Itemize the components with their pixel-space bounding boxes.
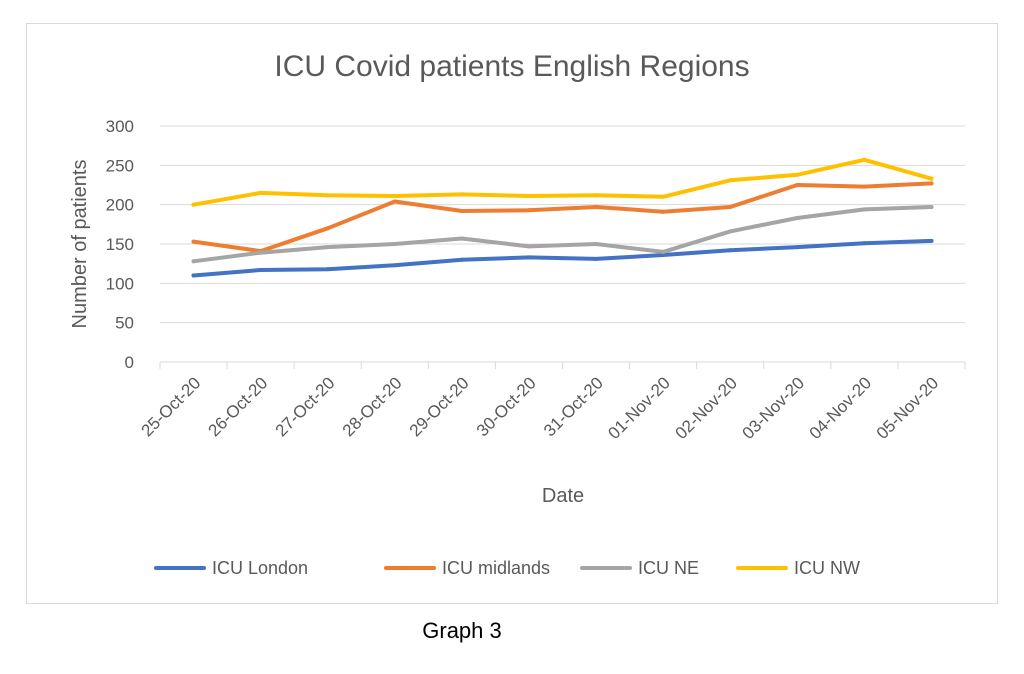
data-point <box>258 267 263 272</box>
data-point <box>191 259 196 264</box>
data-point <box>661 194 666 199</box>
series-line-icu-london <box>191 238 934 278</box>
y-tick-label: 200 <box>106 196 134 215</box>
y-tick-label: 250 <box>106 156 134 175</box>
data-point <box>594 205 599 210</box>
data-point <box>191 273 196 278</box>
data-point <box>258 250 263 255</box>
data-point <box>526 194 531 199</box>
data-point <box>594 256 599 261</box>
data-point <box>661 253 666 258</box>
x-tick-label: 31-Oct-20 <box>540 373 607 440</box>
x-tick-label: 30-Oct-20 <box>473 373 540 440</box>
data-point <box>929 205 934 210</box>
x-tick-label: 25-Oct-20 <box>137 373 204 440</box>
data-point <box>929 176 934 181</box>
data-point <box>191 202 196 207</box>
data-point <box>862 157 867 162</box>
data-point <box>594 242 599 246</box>
data-point <box>862 184 867 189</box>
y-axis-ticks: 0 50 100 150 200 250 300 <box>106 117 134 372</box>
x-tick-label: 05-Nov-20 <box>873 373 943 443</box>
y-axis-title: Number of patients <box>69 160 91 329</box>
legend-label: ICU NW <box>794 558 860 578</box>
data-point <box>929 181 934 186</box>
y-tick-label: 0 <box>125 353 134 372</box>
graph-caption: Graph 3 <box>422 618 502 643</box>
series-line-icu-ne <box>191 205 934 264</box>
x-tick-label: 29-Oct-20 <box>406 373 473 440</box>
data-point <box>325 193 330 198</box>
data-point <box>258 190 263 195</box>
data-point <box>392 263 397 268</box>
data-point <box>661 249 666 254</box>
x-axis-title: Date <box>542 485 584 507</box>
data-point <box>526 255 531 260</box>
x-tick-label: 28-Oct-20 <box>339 373 406 440</box>
x-tick-label: 27-Oct-20 <box>272 373 339 440</box>
data-point <box>325 267 330 272</box>
data-point <box>728 205 733 210</box>
data-point <box>594 193 599 198</box>
data-point <box>526 208 531 213</box>
x-axis: 25-Oct-20 26-Oct-20 27-Oct-20 28-Oct-20 29-O… <box>137 361 966 443</box>
data-point <box>661 209 666 214</box>
data-point <box>862 241 867 246</box>
data-point <box>459 208 464 213</box>
y-tick-label: 50 <box>115 314 134 333</box>
data-point <box>459 236 464 241</box>
x-tick-label: 01-Nov-20 <box>604 373 674 443</box>
y-tick-label: 150 <box>106 235 134 254</box>
data-point <box>191 239 196 244</box>
y-tick-label: 100 <box>106 274 134 293</box>
chart-frame <box>26 23 998 604</box>
data-point <box>728 178 733 183</box>
gridlines <box>160 125 965 324</box>
x-tick-label: 04-Nov-20 <box>806 373 876 443</box>
y-tick-label: 300 <box>106 117 134 136</box>
legend: ICU London ICU midlands ICU NE ICU NW <box>154 558 860 578</box>
data-point <box>392 242 397 246</box>
legend-label: ICU NE <box>638 558 699 578</box>
series-lines <box>191 157 934 278</box>
legend-label: ICU midlands <box>442 558 550 578</box>
data-point <box>526 244 531 249</box>
legend-label: ICU London <box>212 558 308 578</box>
x-tick-label: 26-Oct-20 <box>205 373 272 440</box>
data-point <box>795 183 800 187</box>
x-tick-label: 02-Nov-20 <box>671 373 741 443</box>
data-point <box>728 248 733 253</box>
data-point <box>459 257 464 262</box>
data-point <box>862 207 867 212</box>
data-point <box>795 216 800 221</box>
x-tick-label: 03-Nov-20 <box>739 373 809 443</box>
data-point <box>459 192 464 197</box>
chart-title: ICU Covid patients English Regions <box>274 50 750 83</box>
series-line-icu-midlands <box>191 181 934 254</box>
data-point <box>325 226 330 231</box>
data-point <box>929 238 934 243</box>
data-point <box>392 199 397 204</box>
data-point <box>795 172 800 177</box>
data-point <box>392 194 397 199</box>
series-line-icu-nw <box>191 157 934 207</box>
data-point <box>795 245 800 250</box>
data-point <box>728 229 733 234</box>
data-point <box>325 245 330 250</box>
